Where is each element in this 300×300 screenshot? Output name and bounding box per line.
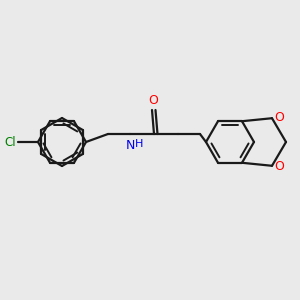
Text: O: O (148, 94, 158, 107)
Text: H: H (135, 139, 143, 149)
Text: Cl: Cl (4, 136, 16, 148)
Text: N: N (125, 139, 135, 152)
Text: O: O (274, 160, 284, 173)
Text: O: O (274, 111, 284, 124)
